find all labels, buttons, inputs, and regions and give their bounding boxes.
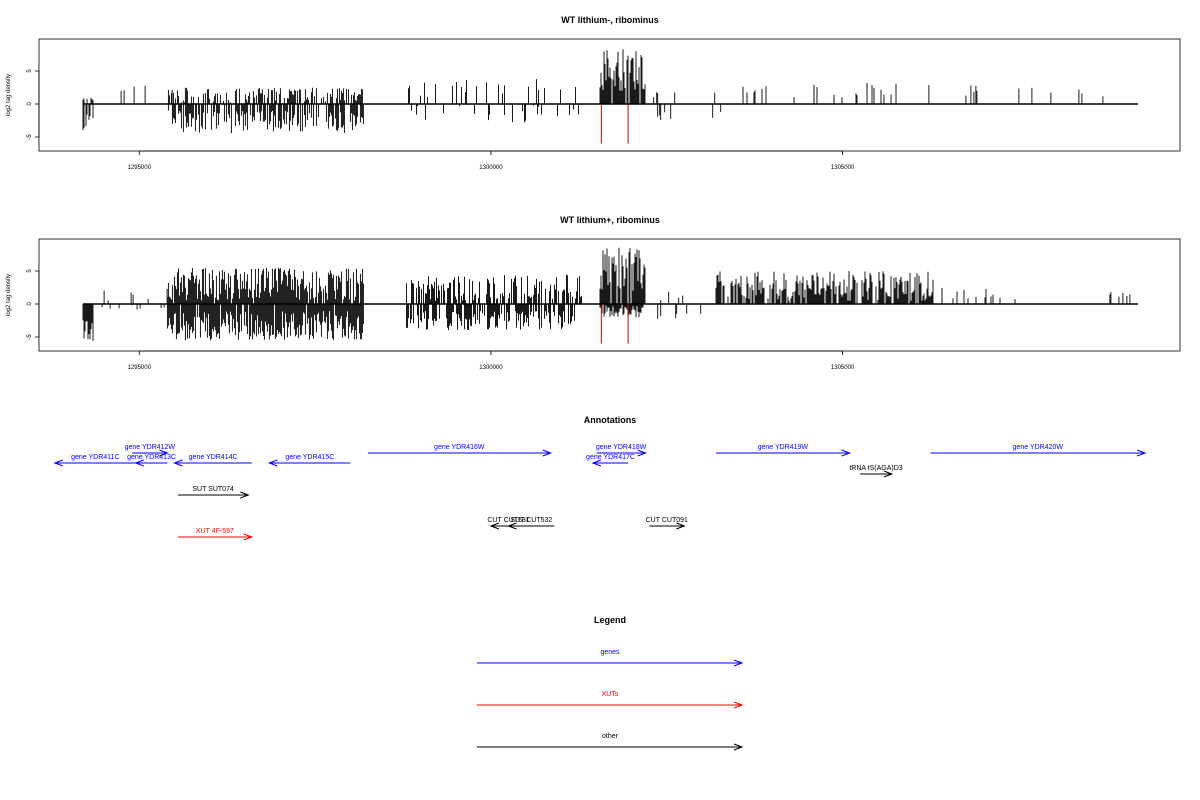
feature-label: gene YDR411C: [71, 454, 119, 461]
annotation-feature: gene YDR420W: [930, 444, 1147, 457]
x-axis: 1295000 1300000 1305000: [128, 350, 855, 371]
annotation-track: gene YDR411C gene YDR412W gene YDR413C gene…: [53, 444, 1147, 541]
y-tick-label: 5: [27, 269, 33, 273]
annotation-feature: tRNA tS(AGA)D3: [849, 465, 903, 478]
density-bars: [82, 49, 1138, 144]
annotation-feature: gene YDR418W: [596, 444, 648, 457]
feature-arrowhead: [159, 449, 169, 457]
y-axis-label: log2 tag density: [6, 274, 12, 316]
track-title: WT lithium+, ribominus: [560, 215, 660, 225]
feature-arrowhead: [240, 491, 250, 499]
x-tick-label: 1295000: [128, 165, 152, 171]
legend-label: other: [602, 733, 619, 740]
feature-label: gene YDR412W: [125, 444, 176, 451]
legend-entry: genes: [477, 649, 744, 667]
y-tick-label: 0: [27, 102, 33, 106]
x-axis: 1295000 1300000 1305000: [128, 150, 855, 171]
legend-arrowhead: [733, 659, 744, 667]
feature-label: SUT CUT532: [510, 517, 552, 524]
annotation-feature: SUT SUT074: [177, 486, 250, 499]
feature-label: SUT SUT074: [192, 486, 234, 493]
y-axis: -5 0 5: [27, 269, 40, 340]
y-tick-label: -5: [27, 334, 33, 340]
y-tick-label: 0: [27, 302, 33, 306]
legend: genes XUTs other: [477, 649, 744, 751]
y-tick-label: -5: [27, 134, 33, 140]
feature-label: gene YDR418W: [596, 444, 647, 451]
feature-label: gene YDR417C: [586, 454, 635, 461]
feature-arrowhead: [637, 449, 648, 457]
annotation-feature: gene YDR414C: [173, 454, 252, 467]
legend-entry: other: [477, 733, 744, 751]
feature-arrowhead: [173, 459, 183, 467]
density-bars: [82, 247, 1138, 344]
annotation-feature: gene YDR416W: [367, 444, 553, 457]
annotation-feature: SUT CUT532: [507, 517, 555, 530]
x-tick-label: 1305000: [831, 165, 855, 171]
feature-arrowhead: [507, 522, 517, 530]
feature-label: tRNA tS(AGA)D3: [849, 465, 902, 472]
feature-label: gene YDR414C: [189, 454, 238, 461]
annotation-feature: gene YDR415C: [267, 454, 351, 467]
legend-label: XUTs: [602, 691, 619, 698]
feature-label: CUT CUT091: [646, 517, 688, 524]
x-tick-label: 1295000: [128, 365, 152, 371]
feature-arrowhead: [243, 533, 254, 541]
track-panel-lithium-minus: WT lithium-, ribominus log2 tag density …: [6, 15, 1181, 171]
feature-arrowhead: [134, 459, 144, 467]
feature-arrowhead: [53, 459, 64, 467]
feature-arrowhead: [1136, 449, 1147, 457]
plot-frame: [38, 38, 1181, 152]
annotation-feature: gene YDR411C: [53, 454, 136, 467]
feature-arrowhead: [883, 470, 894, 478]
x-tick-label: 1300000: [479, 165, 503, 171]
legend-label: genes: [600, 649, 620, 656]
feature-label: gene YDR416W: [434, 444, 485, 451]
feature-arrowhead: [676, 522, 686, 530]
annotation-feature: gene YDR417C: [586, 454, 635, 467]
annotation-feature: XUT 4F-597: [177, 528, 254, 541]
x-tick-label: 1300000: [479, 365, 503, 371]
annotations-title: Annotations: [584, 415, 637, 425]
annotation-feature: CUT CUT091: [646, 517, 688, 530]
track-title: WT lithium-, ribominus: [561, 15, 659, 25]
legend-entry: XUTs: [477, 691, 744, 709]
feature-arrowhead: [489, 522, 500, 530]
legend-arrowhead: [733, 701, 744, 709]
legend-title: Legend: [594, 615, 626, 625]
feature-label: gene YDR415C: [285, 454, 334, 461]
annotation-feature: gene YDR419W: [716, 444, 852, 457]
track-panel-lithium-plus: WT lithium+, ribominus log2 tag density …: [6, 215, 1181, 371]
annotation-feature: gene YDR413C: [127, 454, 176, 467]
feature-arrowhead: [591, 459, 602, 467]
feature-label: gene YDR420W: [1013, 444, 1064, 451]
feature-label: CUT CUT531: [487, 517, 529, 524]
x-tick-label: 1305000: [831, 365, 855, 371]
feature-arrowhead: [841, 449, 852, 457]
feature-label: XUT 4F-597: [196, 528, 234, 535]
feature-arrowhead: [542, 449, 553, 457]
y-tick-label: 5: [27, 69, 33, 73]
y-axis: -5 0 5: [27, 69, 40, 140]
feature-label: gene YDR413C: [127, 454, 176, 461]
y-axis-label: log2 tag density: [6, 74, 12, 116]
annotation-feature: gene YDR412W: [125, 444, 176, 457]
feature-label: gene YDR419W: [758, 444, 809, 451]
feature-arrowhead: [267, 459, 278, 467]
legend-arrowhead: [733, 743, 744, 751]
